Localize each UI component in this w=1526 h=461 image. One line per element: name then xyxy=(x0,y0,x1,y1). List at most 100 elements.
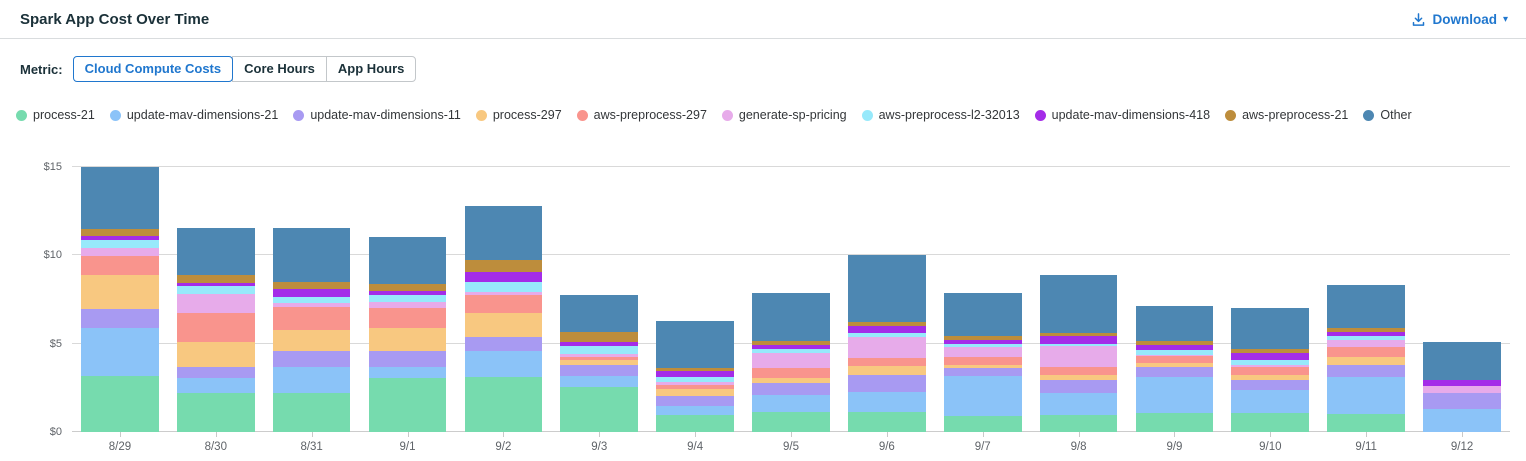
bar-segment-aws-preprocess-21[interactable] xyxy=(752,340,830,346)
bar-segment-process-21[interactable] xyxy=(848,411,926,432)
bar-segment-Other[interactable] xyxy=(560,294,639,333)
bar-segment-update-mav-dimensions-11[interactable] xyxy=(1327,364,1405,378)
bar-segment-generate-sp-pricing[interactable] xyxy=(752,353,830,369)
bar-segment-generate-sp-pricing[interactable] xyxy=(656,381,734,386)
bar-segment-Other[interactable] xyxy=(848,255,926,323)
bar-segment-generate-sp-pricing[interactable] xyxy=(1231,364,1310,367)
bar-segment-aws-preprocess-l2-32013[interactable] xyxy=(1231,360,1310,365)
bar-segment-Other[interactable] xyxy=(1327,285,1405,328)
bar-segment-aws-preprocess-297[interactable] xyxy=(176,313,255,342)
bar-segment-process-297[interactable] xyxy=(752,378,830,384)
bar-segment-update-mav-dimensions-11[interactable] xyxy=(368,351,447,367)
bar-segment-update-mav-dimensions-21[interactable] xyxy=(1423,409,1501,432)
bar-segment-process-21[interactable] xyxy=(176,393,255,432)
bar-segment-process-21[interactable] xyxy=(272,393,351,432)
bar-segment-generate-sp-pricing[interactable] xyxy=(560,354,639,357)
bar-segment-Other[interactable] xyxy=(656,321,734,369)
bar-segment-process-297[interactable] xyxy=(1327,356,1405,365)
bar-segment-generate-sp-pricing[interactable] xyxy=(272,302,351,308)
bar-segment-generate-sp-pricing[interactable] xyxy=(1135,355,1214,356)
bar-segment-aws-preprocess-l2-32013[interactable] xyxy=(1135,349,1214,356)
bar-segment-update-mav-dimensions-418[interactable] xyxy=(464,271,543,282)
bar-segment-update-mav-dimensions-418[interactable] xyxy=(1039,336,1118,345)
legend-item-generate-sp-pricing[interactable]: generate-sp-pricing xyxy=(721,108,847,122)
bar-segment-aws-preprocess-21[interactable] xyxy=(560,332,639,342)
bar-segment-aws-preprocess-297[interactable] xyxy=(943,356,1022,365)
bar-segment-process-21[interactable] xyxy=(81,376,159,432)
download-button[interactable]: Download ▾ xyxy=(1411,12,1508,27)
bar-segment-Other[interactable] xyxy=(1039,275,1118,333)
metric-option-core-hours[interactable]: Core Hours xyxy=(232,56,327,82)
bar-segment-process-297[interactable] xyxy=(272,330,351,351)
bar-segment-aws-preprocess-l2-32013[interactable] xyxy=(81,240,159,248)
bar-segment-update-mav-dimensions-21[interactable] xyxy=(464,351,543,378)
bar-segment-update-mav-dimensions-418[interactable] xyxy=(560,341,639,347)
bar-segment-process-297[interactable] xyxy=(81,274,159,309)
bar-segment-aws-preprocess-l2-32013[interactable] xyxy=(848,332,926,338)
bar-segment-update-mav-dimensions-21[interactable] xyxy=(176,378,255,394)
bar-segment-aws-preprocess-297[interactable] xyxy=(1327,347,1405,357)
bar-segment-aws-preprocess-21[interactable] xyxy=(848,322,926,326)
bar-segment-update-mav-dimensions-11[interactable] xyxy=(1039,379,1118,394)
bar-segment-update-mav-dimensions-21[interactable] xyxy=(656,406,734,416)
bar-segment-aws-preprocess-21[interactable] xyxy=(272,281,351,289)
bar-segment-process-297[interactable] xyxy=(1231,375,1310,380)
bar-segment-aws-preprocess-21[interactable] xyxy=(1327,327,1405,333)
bar-segment-update-mav-dimensions-21[interactable] xyxy=(1135,377,1214,413)
bar-segment-process-21[interactable] xyxy=(368,378,447,432)
bar-segment-Other[interactable] xyxy=(464,205,543,261)
bar-segment-update-mav-dimensions-11[interactable] xyxy=(176,366,255,379)
bar-segment-process-21[interactable] xyxy=(656,415,734,432)
bar-segment-update-mav-dimensions-21[interactable] xyxy=(272,366,351,394)
bar-segment-Other[interactable] xyxy=(1135,305,1214,341)
bar-segment-generate-sp-pricing[interactable] xyxy=(81,247,159,256)
bar-segment-Other[interactable] xyxy=(81,166,159,230)
bar-segment-Other[interactable] xyxy=(752,293,830,341)
bar-segment-aws-preprocess-21[interactable] xyxy=(1039,332,1118,337)
legend-item-aws-preprocess-297[interactable]: aws-preprocess-297 xyxy=(576,108,707,122)
bar-segment-aws-preprocess-l2-32013[interactable] xyxy=(1327,335,1405,341)
bar-segment-update-mav-dimensions-11[interactable] xyxy=(943,368,1022,377)
bar-segment-update-mav-dimensions-21[interactable] xyxy=(1327,377,1405,415)
bar-segment-update-mav-dimensions-21[interactable] xyxy=(1231,389,1310,413)
bar-segment-aws-preprocess-297[interactable] xyxy=(1039,366,1118,376)
bar-segment-update-mav-dimensions-418[interactable] xyxy=(368,291,447,295)
bar-segment-Other[interactable] xyxy=(943,293,1022,336)
bar-segment-update-mav-dimensions-418[interactable] xyxy=(848,325,926,333)
bar-segment-aws-preprocess-21[interactable] xyxy=(1231,348,1310,354)
bar-segment-process-297[interactable] xyxy=(464,313,543,338)
bar-segment-process-297[interactable] xyxy=(368,328,447,352)
bar-segment-update-mav-dimensions-21[interactable] xyxy=(560,376,639,387)
bar-segment-aws-preprocess-l2-32013[interactable] xyxy=(176,286,255,294)
legend-item-update-mav-dimensions-21[interactable]: update-mav-dimensions-21 xyxy=(109,108,278,122)
bar-segment-aws-preprocess-297[interactable] xyxy=(848,357,926,366)
bar-segment-update-mav-dimensions-418[interactable] xyxy=(176,282,255,287)
bar-segment-aws-preprocess-21[interactable] xyxy=(464,260,543,272)
bar-segment-aws-preprocess-297[interactable] xyxy=(560,356,639,361)
bar-segment-process-297[interactable] xyxy=(1039,375,1118,380)
metric-option-app-hours[interactable]: App Hours xyxy=(325,56,417,82)
bar-segment-process-21[interactable] xyxy=(752,411,830,432)
bar-segment-update-mav-dimensions-11[interactable] xyxy=(752,383,830,395)
bar-segment-generate-sp-pricing[interactable] xyxy=(1327,340,1405,348)
bar-segment-aws-preprocess-297[interactable] xyxy=(1135,355,1214,363)
bar-segment-update-mav-dimensions-11[interactable] xyxy=(656,395,734,407)
bar-segment-aws-preprocess-l2-32013[interactable] xyxy=(752,348,830,354)
bar-segment-generate-sp-pricing[interactable] xyxy=(368,301,447,309)
bar-segment-process-297[interactable] xyxy=(656,388,734,396)
bar-segment-process-297[interactable] xyxy=(176,341,255,367)
bar-segment-Other[interactable] xyxy=(368,237,447,285)
bar-segment-aws-preprocess-297[interactable] xyxy=(368,308,447,329)
bar-segment-update-mav-dimensions-11[interactable] xyxy=(1423,393,1501,409)
bar-segment-process-21[interactable] xyxy=(464,377,543,432)
bar-segment-generate-sp-pricing[interactable] xyxy=(943,347,1022,357)
bar-segment-update-mav-dimensions-418[interactable] xyxy=(752,345,830,349)
bar-segment-update-mav-dimensions-11[interactable] xyxy=(81,309,159,328)
bar-segment-update-mav-dimensions-418[interactable] xyxy=(1327,332,1405,336)
bar-segment-generate-sp-pricing[interactable] xyxy=(1423,386,1501,394)
bar-segment-aws-preprocess-297[interactable] xyxy=(656,385,734,389)
bar-segment-process-297[interactable] xyxy=(1135,362,1214,368)
legend-item-process-21[interactable]: process-21 xyxy=(16,108,95,122)
bar-segment-aws-preprocess-21[interactable] xyxy=(943,335,1022,341)
bar-segment-aws-preprocess-21[interactable] xyxy=(81,229,159,236)
